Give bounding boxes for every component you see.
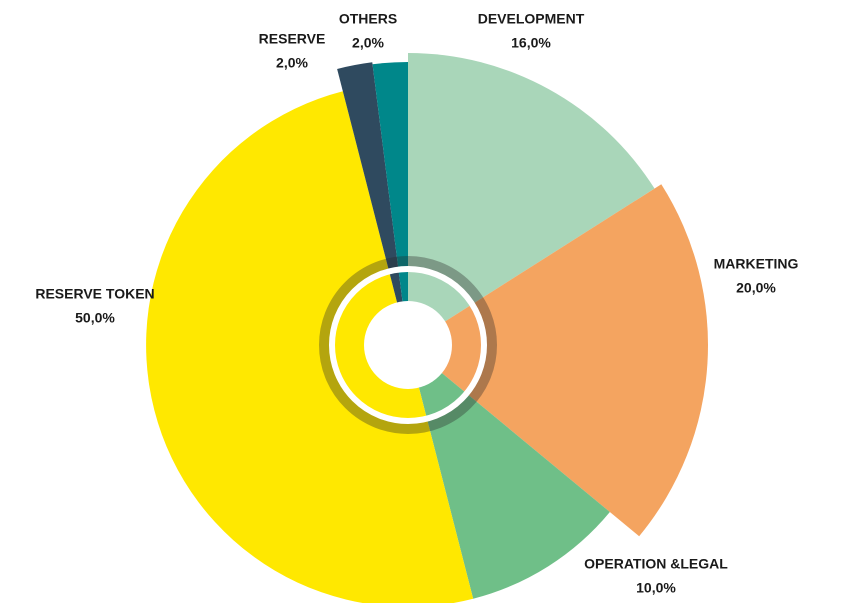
pie-slice [146, 91, 474, 603]
slice-label: OPERATION &LEGAL [584, 556, 728, 572]
slice-label: DEVELOPMENT [478, 11, 585, 27]
slice-label: RESERVE TOKEN [35, 286, 154, 302]
pie-slice [408, 184, 709, 537]
slice-label: MARKETING [714, 256, 799, 272]
slice-value-label: 16,0% [511, 35, 551, 51]
pie-slice [408, 53, 655, 345]
ring [329, 266, 487, 424]
pie-slice [372, 62, 408, 345]
ring-shadow [319, 256, 497, 434]
slice-label: OTHERS [339, 11, 397, 27]
slice-value-label: 2,0% [352, 35, 384, 51]
slice-value-label: 20,0% [736, 280, 776, 296]
slice-value-label: 50,0% [75, 310, 115, 326]
pie-slice [408, 345, 610, 599]
slice-label: RESERVE [259, 31, 326, 47]
slice-value-label: 10,0% [636, 580, 676, 596]
slice-value-label: 2,0% [276, 55, 308, 71]
center-hole [364, 301, 452, 389]
pie-slice [337, 62, 408, 345]
